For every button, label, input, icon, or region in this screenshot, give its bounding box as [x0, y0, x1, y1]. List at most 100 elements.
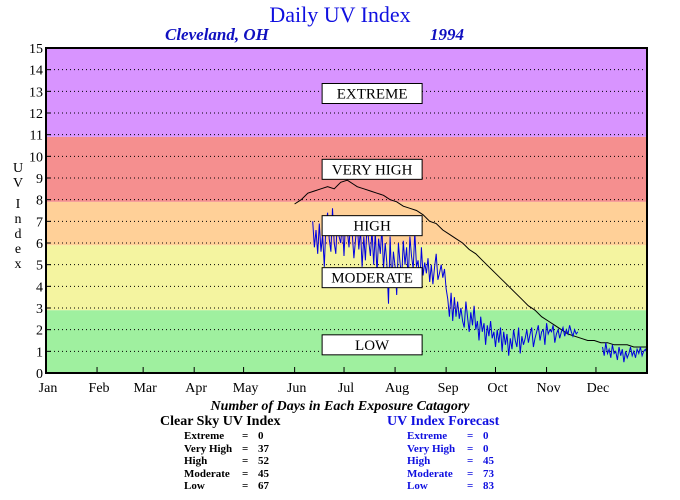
chart-title: Daily UV Index	[269, 2, 411, 27]
band-label-text: EXTREME	[337, 87, 408, 103]
chart-subtitle-location: Cleveland, OH	[165, 25, 269, 44]
band-label-box	[321, 158, 423, 180]
stats-row: Moderate = 45	[184, 468, 280, 481]
stats-row: Extreme = 0	[407, 430, 499, 443]
x-axis-ticks: Jan Feb Mar Apr May Jun Jul Aug Sep Oct Nov Dec	[39, 367, 610, 396]
stats-row: Low = 83	[407, 480, 499, 493]
band-label-high: HIGH	[321, 215, 423, 237]
stats-label: Low	[184, 480, 205, 492]
forecast-stats: UV Index Forecast Extreme = 0 Very High = 0 …	[387, 414, 499, 493]
equals-sign: =	[467, 480, 474, 492]
y-tick-label: 9	[36, 172, 43, 187]
stats-label: High	[184, 455, 208, 467]
stats-row: High = 52	[184, 455, 280, 468]
y-tick-label: 1	[36, 345, 43, 360]
plot-frame	[45, 47, 648, 374]
x-tick-label: May	[233, 381, 259, 396]
uv-chart: EXTREME VERY HIGH HIGH MODERATE LOW 0 1 2 3 4 5 6 7…	[13, 42, 648, 396]
band-label-moderate: MODERATE	[321, 267, 423, 289]
x-tick-label: Oct	[487, 381, 507, 396]
band-label-extreme: EXTREME	[321, 83, 423, 104]
stats-value: 83	[483, 480, 494, 492]
stats-value: 37	[258, 442, 269, 455]
y-axis-label-letter: I	[16, 197, 21, 212]
forecast-uv-line	[602, 342, 648, 363]
band-label-text: MODERATE	[331, 271, 413, 287]
x-tick-label: Jan	[39, 381, 58, 396]
y-tick-label: 5	[36, 259, 43, 274]
equals-sign: =	[467, 442, 474, 455]
y-tick-label: 3	[36, 302, 43, 317]
x-tick-label: Aug	[385, 381, 409, 396]
clear-sky-uv-line	[294, 179, 647, 348]
y-axis-label-letter: e	[15, 242, 21, 257]
x-tick-label: Dec	[587, 381, 610, 396]
stats-row: High = 45	[407, 455, 499, 468]
stats-value: 73	[483, 467, 494, 480]
equals-sign: =	[242, 430, 249, 442]
equals-sign: =	[467, 467, 474, 480]
band-label-box	[321, 334, 423, 356]
equals-sign: =	[242, 467, 249, 480]
y-tick-label: 11	[30, 129, 43, 144]
x-tick-label: Feb	[89, 381, 110, 396]
stats-row: Moderate = 73	[407, 468, 499, 481]
chart-subtitle-year: 1994	[430, 25, 464, 44]
y-axis-label-letter: d	[15, 227, 22, 242]
stats-label: Extreme	[407, 430, 448, 442]
stats-row: Very High = 37	[184, 443, 280, 456]
y-tick-label: 10	[29, 150, 43, 165]
stats-row: Low = 67	[184, 480, 280, 493]
stats-value: 0	[483, 430, 489, 442]
y-tick-label: 8	[36, 194, 43, 209]
x-tick-label: Jul	[338, 381, 354, 396]
band-labels: EXTREME VERY HIGH HIGH MODERATE LOW	[321, 83, 423, 356]
band-label-text: VERY HIGH	[332, 162, 413, 178]
stats-label: Moderate	[407, 467, 453, 480]
clear-sky-heading: Clear Sky UV Index	[160, 414, 281, 429]
x-tick-label: Nov	[536, 381, 560, 396]
x-tick-label: Sep	[438, 381, 459, 396]
equals-sign: =	[242, 442, 249, 455]
stats-value: 0	[483, 442, 489, 455]
y-tick-label: 2	[36, 324, 43, 339]
y-tick-label: 4	[36, 280, 43, 295]
forecast-heading: UV Index Forecast	[387, 414, 500, 429]
stats-label: Very High	[184, 442, 233, 455]
clear-sky-stats: Clear Sky UV Index Extreme = 0 Very High = 3…	[160, 414, 280, 493]
stats-label: Low	[407, 480, 428, 492]
band-label-low: LOW	[321, 334, 423, 356]
x-tick-label: Jun	[287, 381, 306, 396]
stats-value: 45	[258, 467, 269, 480]
band-label-box	[321, 215, 423, 237]
band-label-very-high: VERY HIGH	[321, 158, 423, 180]
y-tick-label: 14	[29, 64, 43, 79]
gridlines	[46, 69, 647, 352]
equals-sign: =	[467, 455, 474, 467]
band-label-box	[321, 83, 423, 104]
stats-label: Moderate	[184, 467, 230, 480]
y-tick-label: 0	[36, 367, 43, 382]
y-tick-label: 15	[29, 42, 43, 57]
equals-sign: =	[467, 430, 474, 442]
stats-value: 45	[483, 455, 494, 467]
stats-label: Very High	[407, 442, 456, 455]
stats-value: 52	[258, 455, 269, 467]
y-tick-label: 6	[36, 237, 43, 252]
band-label-text: HIGH	[353, 219, 391, 235]
y-tick-label: 13	[29, 85, 43, 100]
summary-title: Number of Days in Each Exposure Catagory	[210, 399, 470, 414]
y-axis-label-letter: U	[13, 161, 23, 176]
x-tick-label: Apr	[185, 381, 207, 396]
stats-label: Extreme	[184, 430, 225, 442]
equals-sign: =	[242, 480, 249, 492]
stats-row: Extreme = 0	[184, 430, 280, 443]
stats-label: High	[407, 455, 431, 467]
y-tick-label: 7	[36, 215, 43, 230]
stats-value: 67	[258, 480, 269, 492]
y-axis-label-letter: n	[15, 212, 22, 227]
y-axis-label-letter: V	[13, 176, 23, 191]
y-axis-label-letter: x	[15, 257, 22, 272]
